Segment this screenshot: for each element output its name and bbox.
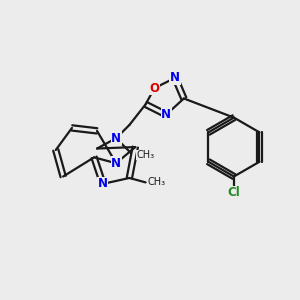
- Text: O: O: [149, 82, 159, 95]
- Text: CH₃: CH₃: [136, 150, 154, 160]
- Text: Cl: Cl: [227, 186, 240, 199]
- Text: CH₃: CH₃: [147, 177, 165, 188]
- Text: N: N: [98, 177, 108, 190]
- Text: N: N: [170, 71, 180, 84]
- Text: N: N: [111, 132, 121, 145]
- Text: N: N: [161, 108, 171, 121]
- Text: N: N: [111, 157, 121, 170]
